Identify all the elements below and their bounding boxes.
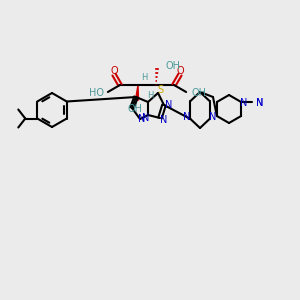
- Text: N: N: [165, 100, 173, 110]
- Text: N: N: [240, 98, 248, 108]
- Text: N: N: [209, 112, 217, 122]
- Text: S: S: [157, 85, 163, 95]
- Text: O: O: [110, 66, 118, 76]
- Text: H: H: [147, 91, 153, 100]
- Text: OH: OH: [165, 61, 180, 71]
- Text: N: N: [256, 98, 264, 108]
- Text: N: N: [138, 114, 146, 124]
- Text: N: N: [256, 98, 264, 108]
- Text: N: N: [142, 113, 150, 123]
- Text: O: O: [176, 66, 184, 76]
- Text: N: N: [183, 112, 190, 122]
- Text: H: H: [141, 74, 147, 82]
- Text: OH: OH: [128, 104, 142, 114]
- Polygon shape: [136, 85, 139, 100]
- Text: N: N: [160, 115, 168, 125]
- Text: OH: OH: [191, 88, 206, 98]
- Text: HO: HO: [89, 88, 104, 98]
